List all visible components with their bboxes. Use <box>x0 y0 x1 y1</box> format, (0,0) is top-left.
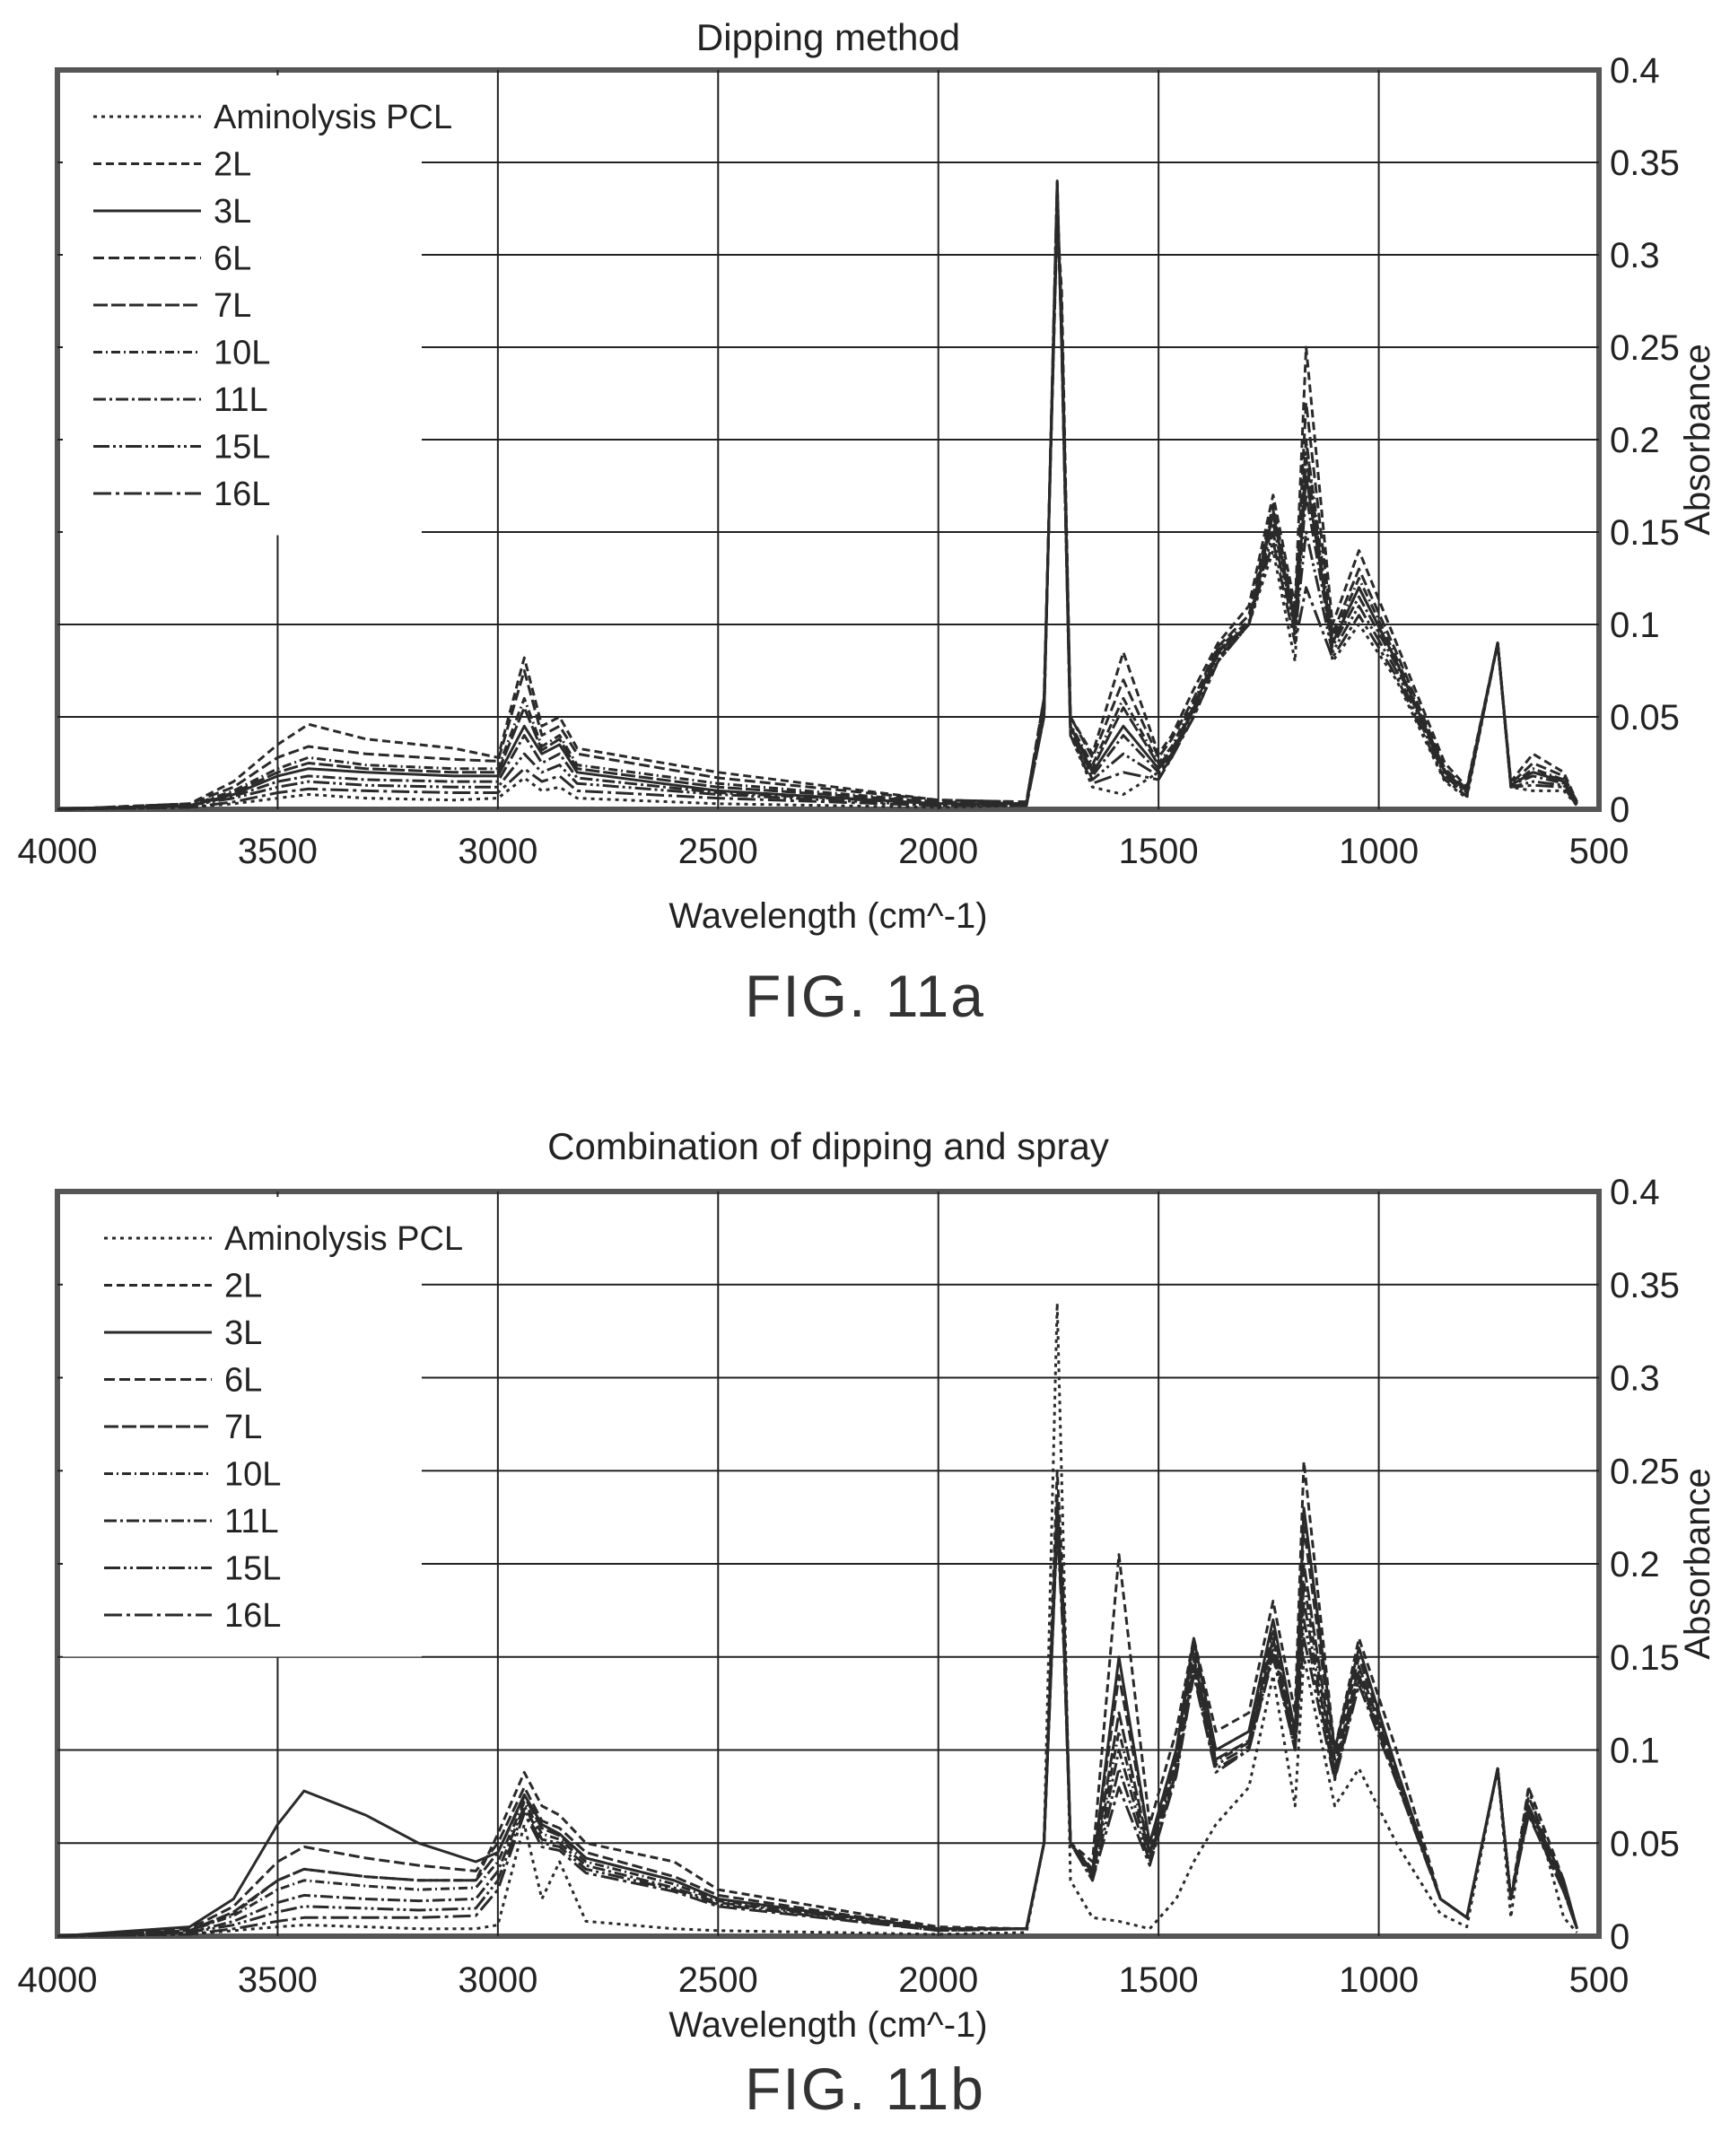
series-line <box>57 197 1578 811</box>
y-tick-label: 0.4 <box>1610 51 1660 91</box>
legend-label: 2L <box>224 1268 262 1305</box>
series-line <box>57 216 1578 811</box>
legend-label: 3L <box>224 1314 262 1352</box>
x-tick-label: 4000 <box>18 832 98 871</box>
x-axis-label: Wavelength (cm^-1) <box>668 2005 987 2045</box>
y-tick-label: 0.3 <box>1610 236 1660 275</box>
series-group <box>57 179 1578 811</box>
x-tick-label: 3000 <box>458 1960 537 2000</box>
x-tick-label: 3500 <box>238 1960 318 2000</box>
x-tick-label: 1500 <box>1119 832 1199 871</box>
y-tick-label: 0.25 <box>1610 1452 1680 1491</box>
x-tick-label: 4000 <box>18 1960 98 2000</box>
y-tick-label: 0.25 <box>1610 328 1680 368</box>
series-line <box>57 1525 1578 1938</box>
chart-title: Combination of dipping and spray <box>547 1125 1109 1167</box>
y-axis-label: Absorbance <box>1678 344 1717 535</box>
chart-11b: Combination of dipping and spray 4000 3500… <box>18 1125 1717 2045</box>
legend-label: 15L <box>214 429 270 467</box>
x-axis-label: Wavelength (cm^-1) <box>668 896 987 936</box>
series-line <box>57 179 1578 811</box>
y-tick-label: 0.1 <box>1610 606 1660 645</box>
series-line <box>57 179 1578 811</box>
legend-label: 2L <box>214 146 251 184</box>
legend-label: 11L <box>214 381 268 419</box>
series-line <box>57 1302 1578 1938</box>
y-tick-label: 0.2 <box>1610 1545 1660 1584</box>
figure-caption: FIG. 11b <box>745 2056 985 2122</box>
chart-11a: Dipping method 4000 3500 3000 2500 2000 1500 10… <box>18 16 1717 936</box>
series-line <box>57 197 1578 811</box>
x-tick-label: 1000 <box>1339 832 1419 871</box>
x-tick-label: 2500 <box>678 832 758 871</box>
y-tick-label: 0.4 <box>1610 1173 1660 1212</box>
legend-label: 6L <box>224 1362 262 1400</box>
legend-label: 6L <box>214 240 251 278</box>
x-tick-label: 500 <box>1569 832 1630 871</box>
y-tick-label: 0.15 <box>1610 1638 1680 1678</box>
legend-label: Aminolysis PCL <box>214 99 452 136</box>
y-tick-label: 0.35 <box>1610 144 1680 183</box>
x-tick-label: 2000 <box>898 1960 978 2000</box>
x-tick-label: 2000 <box>898 832 978 871</box>
x-tick-label: 3500 <box>238 832 318 871</box>
series-line <box>57 197 1578 811</box>
legend-label: 7L <box>214 287 251 325</box>
y-axis-label: Absorbance <box>1678 1468 1717 1659</box>
legend-label: 16L <box>224 1597 281 1635</box>
legend-label: 10L <box>214 335 270 372</box>
legend-label: 15L <box>224 1550 281 1588</box>
x-tick-label: 1500 <box>1119 1960 1199 2000</box>
figure-11a: Dipping method 4000 3500 3000 2500 2000 1500 10… <box>0 0 1730 1059</box>
y-tick-label: 0.2 <box>1610 421 1660 460</box>
y-tick-label: 0.35 <box>1610 1266 1680 1305</box>
y-tick-label: 0.1 <box>1610 1732 1660 1771</box>
y-tick-label: 0.15 <box>1610 513 1680 553</box>
legend-label: 3L <box>214 193 251 231</box>
y-tick-label: 0.05 <box>1610 698 1680 738</box>
x-tick-label: 500 <box>1569 1960 1630 2000</box>
y-tick-label: 0.3 <box>1610 1359 1660 1399</box>
series-line <box>57 1515 1578 1938</box>
figure-caption: FIG. 11a <box>745 963 985 1029</box>
legend-label: 7L <box>224 1409 262 1446</box>
legend-label: 10L <box>224 1456 281 1494</box>
x-tick-label: 1000 <box>1339 1960 1419 2000</box>
legend-label: 11L <box>224 1503 279 1541</box>
figure-11b: Combination of dipping and spray 4000 3500… <box>0 1113 1730 2156</box>
chart-title: Dipping method <box>696 16 960 58</box>
y-tick-label: 0 <box>1610 1917 1630 1957</box>
x-tick-label: 2500 <box>678 1960 758 2000</box>
legend-label: 16L <box>214 476 270 513</box>
y-tick-label: 0.05 <box>1610 1824 1680 1864</box>
legend-label: Aminolysis PCL <box>224 1220 463 1258</box>
series-group <box>57 1302 1578 1938</box>
x-tick-label: 3000 <box>458 832 537 871</box>
y-tick-label: 0 <box>1610 790 1630 830</box>
series-line <box>57 216 1578 811</box>
series-line <box>57 1506 1578 1938</box>
series-line <box>57 179 1578 811</box>
